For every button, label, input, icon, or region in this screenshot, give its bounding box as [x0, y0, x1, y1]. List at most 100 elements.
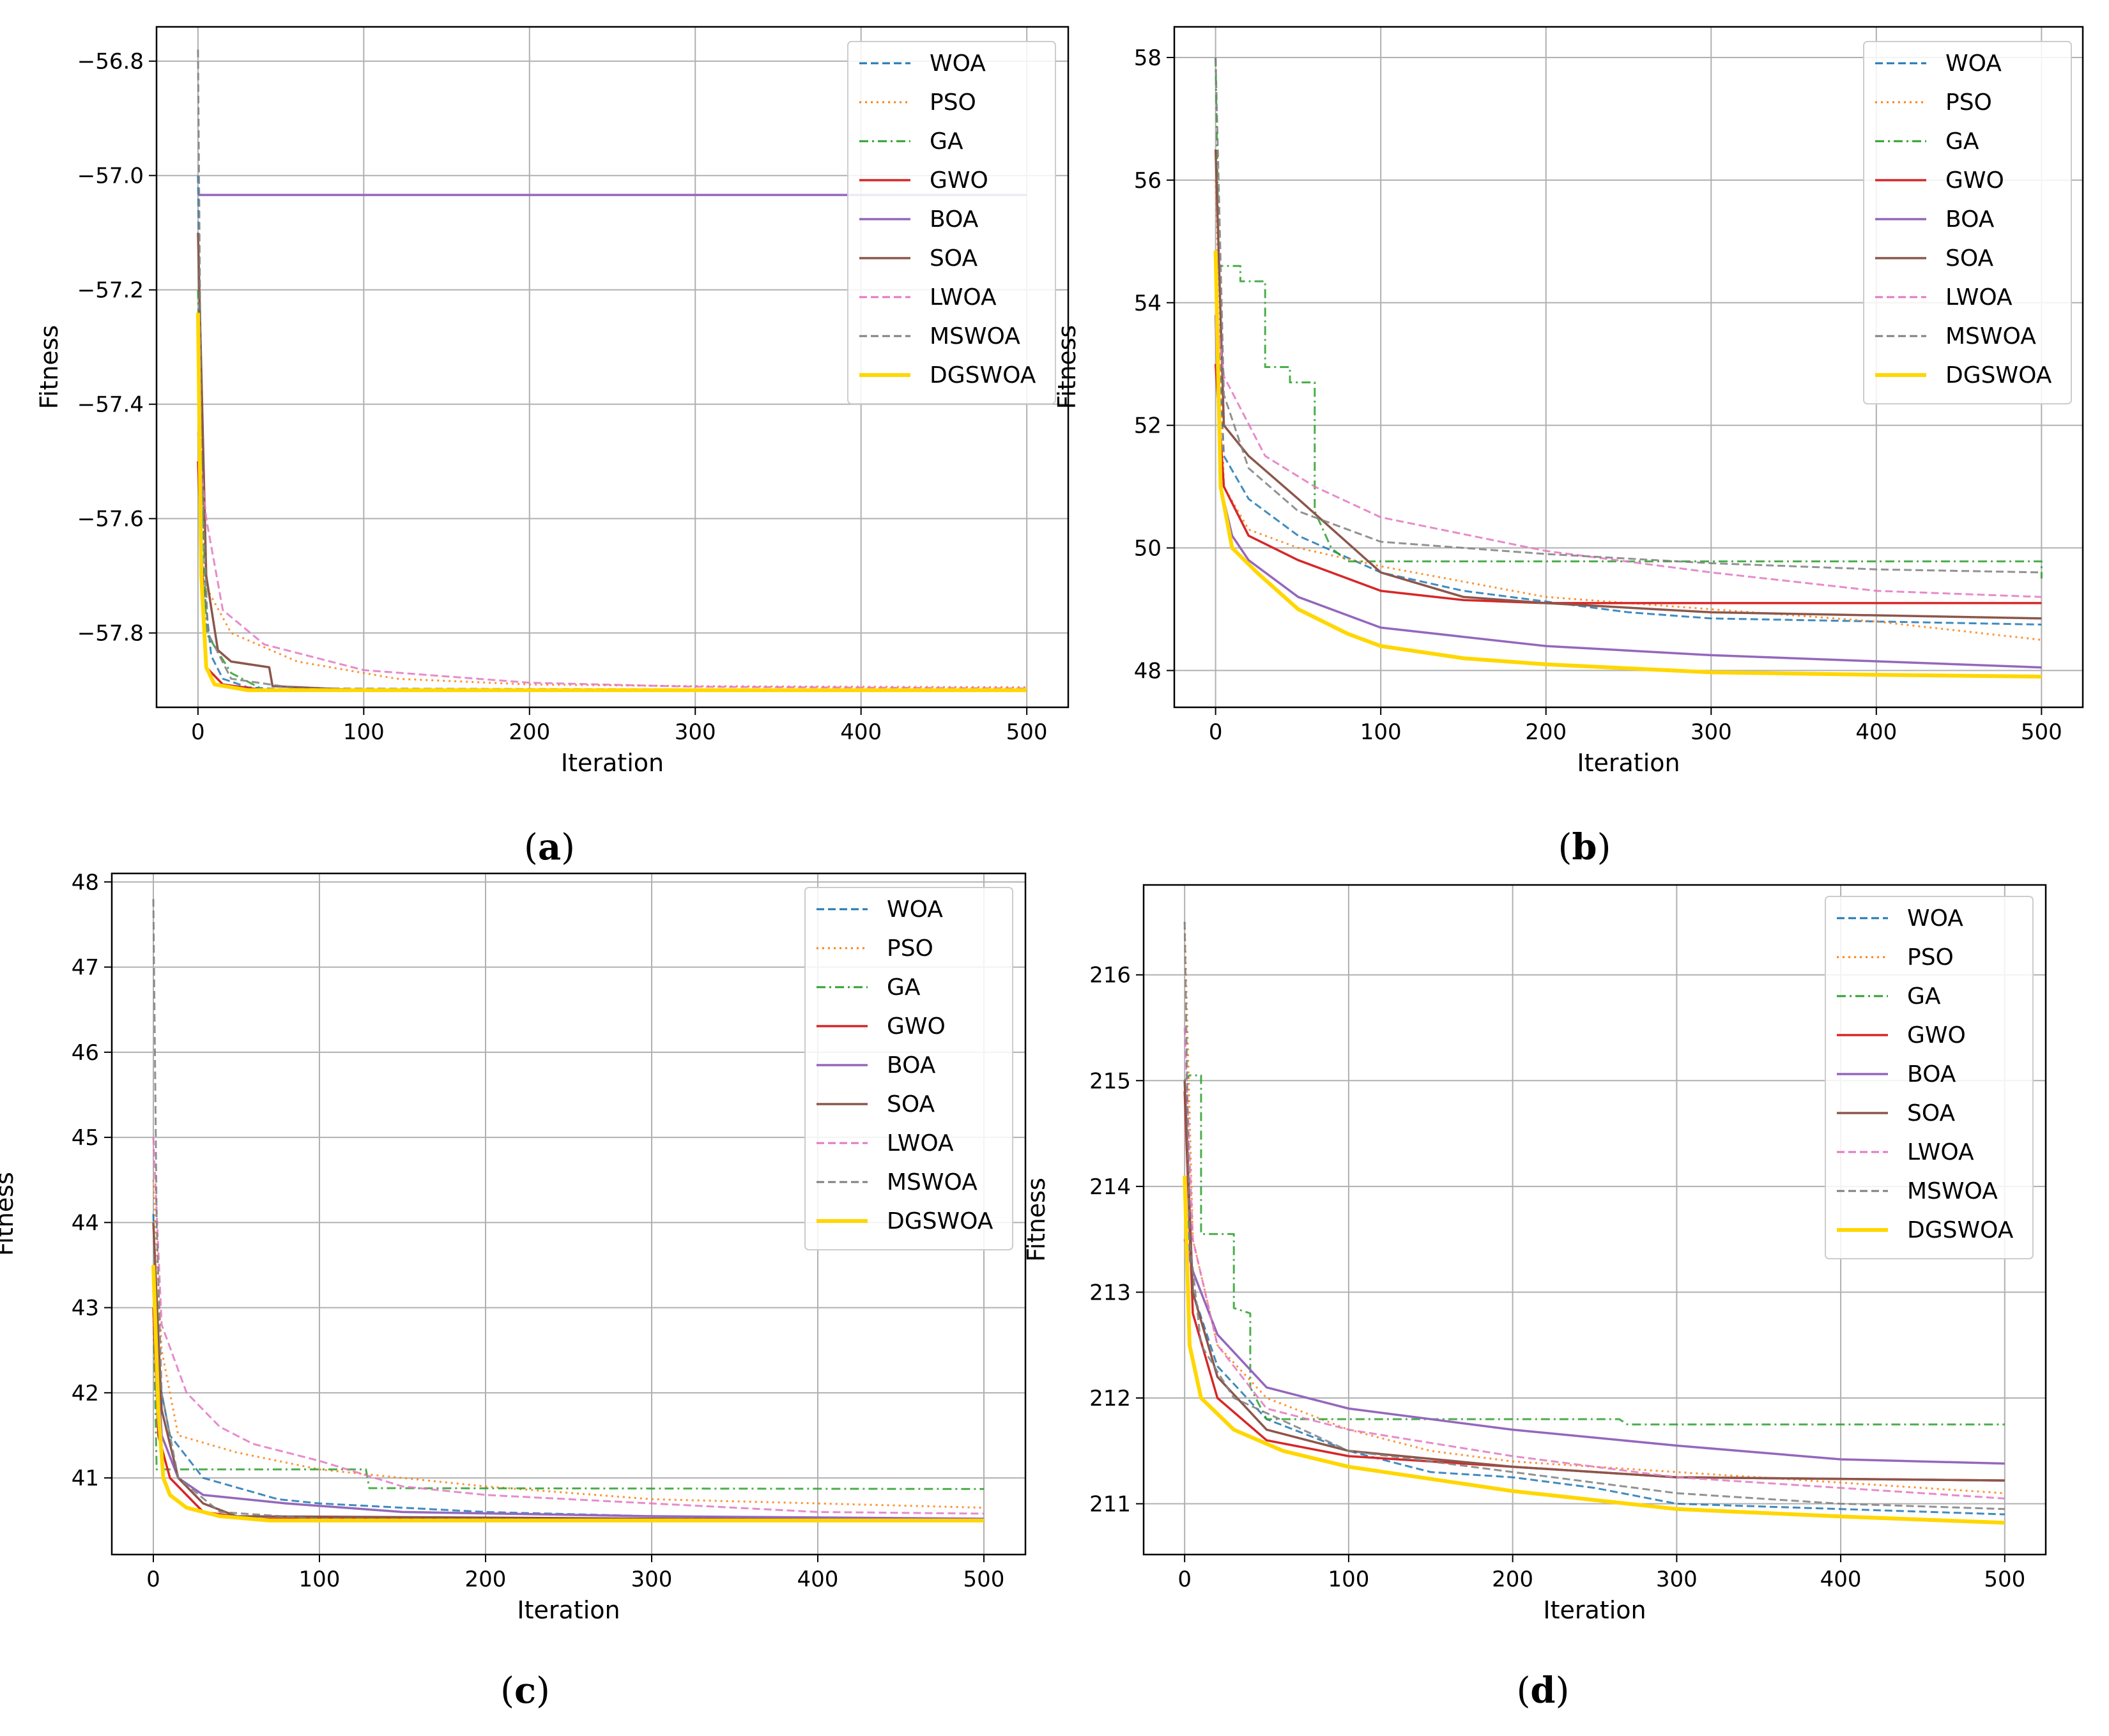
series-group [1183, 921, 2005, 1525]
chart-panel-c: 0 100 200 300 400 500 41 42 43 44 45 46 47 48 Iteratio… [0, 870, 1027, 1712]
legend-label-gwo: GWO [887, 1013, 946, 1040]
y-tick-label: −57.8 [77, 621, 144, 647]
legend: WOA PSO GA GWO BOA SOA LWOA MSWOA DGSWOA [804, 887, 1013, 1250]
series-line-mswoa [1183, 921, 2005, 1510]
x-tick-label: 0 [1177, 1567, 1192, 1592]
x-tick-label: 200 [1525, 719, 1567, 745]
legend-label-boa: BOA [930, 206, 979, 233]
y-tick-label: 45 [72, 1125, 99, 1151]
x-tick-label: 400 [1855, 719, 1897, 745]
legend: WOA PSO GA GWO BOA SOA LWOA MSWOA DGSWOA [1825, 896, 2034, 1259]
y-tick-label: 58 [1134, 45, 1162, 71]
y-tick-label: 212 [1089, 1386, 1131, 1411]
series-line-gwo [197, 461, 1027, 691]
legend-label-woa: WOA [930, 50, 986, 77]
chart-panel-a: 0 100 200 300 400 500 −57.8 −57.6 −57.4 −57.2 −57.… [35, 26, 1070, 868]
x-tick-label: 300 [675, 719, 716, 745]
legend-label-lwoa: LWOA [887, 1130, 954, 1156]
series-group [151, 898, 985, 1523]
axes-frame [155, 26, 1070, 709]
series-line-dgswoa [1213, 250, 2042, 679]
legend-label-boa: BOA [1907, 1061, 1956, 1087]
series-line-ga [1184, 1074, 2005, 1425]
legend-label-gwo: GWO [1907, 1022, 1966, 1049]
series-line-lwoa [152, 1137, 985, 1515]
legend-box [1863, 41, 2072, 404]
legend-label-mswoa: MSWOA [1945, 323, 2036, 350]
y-tick-label: −57.2 [77, 278, 144, 303]
chart-panel-d: 0 100 200 300 400 500 211 212 213 214 215 216 Iterat… [1022, 884, 2047, 1712]
legend-label-ga: GA [930, 128, 963, 155]
legend-box [1825, 896, 2034, 1259]
legend-label-soa: SOA [1907, 1100, 1956, 1126]
legend-label-ga: GA [887, 974, 921, 1001]
x-tick-label: 0 [191, 719, 205, 745]
legend-label-pso: PSO [887, 935, 933, 962]
y-tick-label: −57.4 [77, 392, 144, 418]
legend-label-mswoa: MSWOA [1907, 1178, 1998, 1204]
axes-frame [111, 872, 1027, 1556]
x-tick-label: 500 [1006, 719, 1048, 745]
x-tick-label: 200 [1492, 1567, 1533, 1592]
legend-label-gwo: GWO [1945, 167, 2004, 194]
series-line-woa [1183, 1186, 2005, 1516]
y-tick-label: 215 [1089, 1068, 1131, 1094]
y-tick-label: −57.0 [77, 164, 144, 189]
series-line-woa [152, 1213, 985, 1522]
x-axis-label: Iteration [1577, 749, 1680, 777]
legend-label-mswoa: MSWOA [887, 1169, 978, 1195]
legend-label-dgswoa: DGSWOA [887, 1208, 993, 1234]
legend-label-woa: WOA [1945, 50, 2002, 77]
series-line-mswoa [1215, 57, 2042, 574]
legend-label-dgswoa: DGSWOA [1945, 362, 2052, 388]
series-line-boa [1183, 1239, 2005, 1465]
x-tick-label: 100 [299, 1567, 341, 1592]
y-tick-label: 43 [72, 1296, 99, 1321]
panel-caption: (a) [524, 826, 575, 868]
y-tick-label: 213 [1089, 1280, 1131, 1305]
x-tick-label: 400 [797, 1567, 839, 1592]
series-line-dgswoa [1183, 1176, 2005, 1525]
x-tick-label: 400 [840, 719, 882, 745]
series-line-lwoa [1183, 1027, 2005, 1500]
series-line-ga [152, 1307, 985, 1490]
legend-label-dgswoa: DGSWOA [1907, 1217, 2014, 1243]
series-line-ga [1215, 57, 2043, 579]
legend-label-ga: GA [1945, 128, 1979, 155]
x-tick-label: 300 [1656, 1567, 1698, 1592]
y-tick-label: 214 [1089, 1174, 1131, 1200]
legend-label-dgswoa: DGSWOA [930, 362, 1036, 388]
series-line-pso [152, 1179, 985, 1509]
y-tick-label: 50 [1134, 536, 1162, 562]
axes-frame [1173, 26, 2084, 709]
x-axis-label: Iteration [1543, 1596, 1646, 1624]
legend-label-soa: SOA [930, 245, 978, 272]
x-tick-label: 0 [1209, 719, 1223, 745]
y-tick-label: 48 [72, 870, 99, 895]
x-tick-label: 300 [1691, 719, 1732, 745]
x-tick-label: 500 [1984, 1567, 2025, 1592]
y-tick-label: 42 [72, 1381, 99, 1406]
x-tick-label: 300 [631, 1567, 673, 1592]
series-line-dgswoa [151, 1264, 984, 1523]
series-line-mswoa [152, 898, 985, 1522]
legend-label-lwoa: LWOA [1907, 1139, 1974, 1165]
legend: WOA PSO GA GWO BOA SOA LWOA MSWOA DGSWOA [847, 41, 1056, 404]
series-line-gwo [152, 1307, 985, 1522]
x-tick-label: 500 [2021, 719, 2062, 745]
series-line-dgswoa [196, 312, 1027, 693]
series-line-lwoa [1215, 302, 2042, 598]
legend-label-pso: PSO [1945, 89, 1992, 116]
y-tick-label: 56 [1134, 168, 1162, 194]
legend-label-boa: BOA [1945, 206, 1995, 233]
x-tick-label: 500 [963, 1567, 1005, 1592]
series-group [1213, 57, 2043, 679]
series-line-pso [197, 375, 1027, 689]
legend-label-boa: BOA [887, 1052, 936, 1079]
x-tick-label: 0 [146, 1567, 160, 1592]
legend: WOA PSO GA GWO BOA SOA LWOA MSWOA DGSWOA [1863, 41, 2072, 404]
x-axis-label: Iteration [517, 1596, 620, 1624]
panel-caption: (d) [1517, 1670, 1570, 1712]
axes-frame [1142, 884, 2047, 1556]
legend-label-woa: WOA [887, 896, 943, 923]
